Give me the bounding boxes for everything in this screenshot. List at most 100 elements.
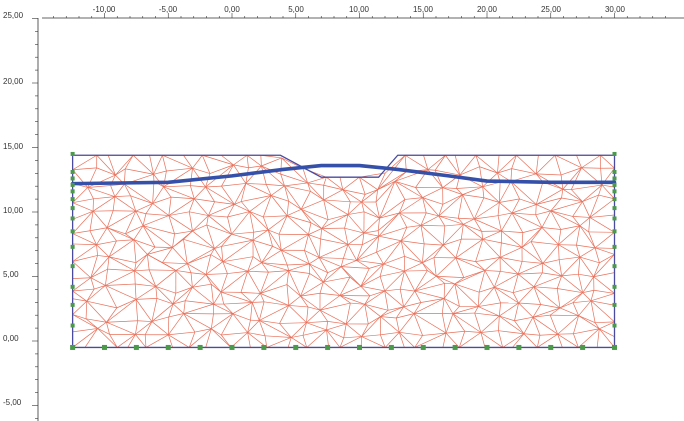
mesh-edge	[278, 215, 288, 235]
mesh-edge	[473, 197, 485, 220]
mesh-edge	[475, 239, 484, 262]
mesh-edge	[510, 181, 537, 205]
mesh-edge	[380, 310, 389, 317]
mesh-edge	[117, 334, 136, 348]
mesh-edge	[284, 182, 308, 187]
mesh-edge	[361, 194, 366, 203]
mesh-edge	[594, 247, 615, 255]
mesh-edge	[309, 257, 320, 265]
mesh-edge	[404, 197, 423, 200]
boundary-nodes[interactable]	[70, 151, 617, 350]
mesh-edge	[94, 285, 106, 290]
mesh-edge	[514, 320, 525, 334]
mesh-edge	[309, 273, 324, 283]
mesh-edge	[499, 181, 512, 203]
mesh-edge	[210, 284, 214, 305]
mesh-edge	[278, 234, 282, 251]
mesh-edge	[557, 315, 579, 335]
mesh-edge	[398, 332, 405, 348]
left-node	[70, 345, 75, 350]
mesh-edge	[134, 269, 150, 272]
left-node	[70, 216, 75, 221]
mesh-edge	[533, 286, 542, 305]
mesh-edge	[398, 212, 408, 228]
mesh-edge	[458, 217, 475, 220]
mesh-edge	[205, 274, 212, 285]
mesh-edge	[326, 321, 328, 331]
mesh-edge	[550, 197, 562, 212]
mesh-edge	[259, 320, 292, 338]
mesh-edge	[550, 210, 581, 227]
mesh-edge	[142, 225, 175, 235]
mesh-edge	[72, 210, 94, 220]
mesh-edge	[483, 197, 500, 203]
mesh-edge	[106, 321, 136, 335]
mesh-edge	[550, 210, 573, 217]
mesh-edge	[192, 224, 207, 232]
mesh-edge	[193, 198, 209, 216]
mesh-edge	[108, 240, 117, 257]
mesh-edge	[105, 270, 135, 286]
mesh-edge	[463, 223, 482, 232]
mesh-edge	[441, 313, 447, 334]
mesh-edge	[343, 258, 357, 261]
mesh-edge	[302, 329, 327, 336]
mesh-edge	[474, 306, 479, 314]
mesh-edge	[133, 239, 137, 263]
mesh-edge	[427, 154, 446, 170]
mesh-edge	[572, 201, 583, 217]
mesh-edge	[594, 247, 600, 263]
mesh-edge	[326, 329, 341, 348]
mesh-edge	[535, 204, 537, 215]
mesh-edge	[590, 293, 615, 302]
mesh-edge	[137, 320, 152, 322]
mesh-edge	[369, 290, 385, 297]
mesh-edge	[462, 194, 475, 220]
mesh-edge	[247, 332, 251, 348]
mesh-edge	[125, 211, 137, 234]
mesh-edge	[213, 291, 222, 305]
mesh-edge	[279, 305, 290, 324]
mesh-edge	[149, 269, 176, 271]
mesh-edge	[133, 225, 144, 240]
bottom-node	[197, 344, 203, 350]
mesh-edge	[304, 250, 310, 264]
mesh-edge	[279, 322, 307, 324]
mesh-edge	[260, 293, 265, 302]
mesh-edge	[378, 212, 400, 237]
mesh-edge	[497, 154, 517, 174]
mesh-edge	[598, 194, 615, 200]
mesh-edge	[404, 154, 429, 170]
mesh-edge	[377, 171, 407, 190]
finite-element-mesh[interactable]	[72, 154, 615, 348]
mesh-edge	[542, 244, 559, 264]
mesh-edge	[202, 154, 234, 166]
mesh-edge	[134, 254, 148, 272]
mesh-edge	[523, 317, 534, 334]
mesh-edge	[326, 329, 329, 348]
mesh-edge	[205, 186, 235, 205]
phreatic-line[interactable]	[70, 163, 617, 186]
mesh-edge	[72, 187, 88, 203]
mesh-edge	[171, 196, 195, 200]
mesh-edge	[395, 306, 404, 319]
mesh-edge	[72, 154, 97, 171]
mesh-edge	[147, 254, 163, 263]
mesh-edge	[206, 215, 209, 226]
mesh-edge	[192, 155, 203, 169]
mesh-edge	[308, 234, 320, 258]
mesh-edge	[518, 272, 543, 275]
mesh-edge	[72, 314, 98, 329]
mesh-edge	[221, 154, 234, 166]
mesh-edge	[342, 189, 366, 195]
mesh-edge	[377, 212, 400, 231]
model-boundary[interactable]	[71, 154, 616, 349]
mesh-edge	[413, 313, 447, 334]
mesh-edge	[168, 215, 175, 234]
mesh-edge	[598, 184, 603, 196]
mesh-edge	[474, 312, 482, 333]
mesh-edge	[265, 335, 292, 338]
mesh-edge	[438, 215, 459, 219]
mesh-edge	[175, 270, 193, 288]
